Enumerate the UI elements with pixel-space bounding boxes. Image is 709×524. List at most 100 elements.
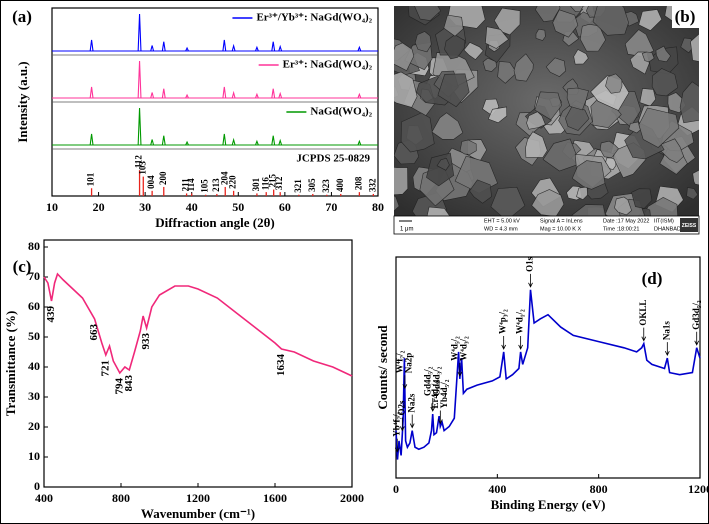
panel-label: (a) (12, 7, 32, 26)
sem-info: Date :17 May 2022 (603, 218, 649, 224)
sem-info: EHT = 5.00 kV (484, 218, 520, 224)
peak-annotation: 663 (88, 324, 100, 341)
hkl-label: 305 (307, 178, 317, 192)
peak-annotation: W⁴d₁/₂ (515, 309, 525, 334)
hkl-label: 400 (335, 178, 345, 192)
grain (431, 112, 464, 140)
sem-info: DHANBAD (654, 226, 681, 232)
grain (531, 189, 565, 216)
y-tick-label: 50 (28, 329, 40, 343)
legend-label: NaGd(WO₄)₂ (310, 106, 372, 118)
y-axis-label: Intensity (a.u.) (15, 61, 30, 142)
peak (89, 133, 94, 146)
x-tick-label: 30 (139, 200, 151, 214)
sem-panel: 1 μm EHT = 5.00 kV WD = 4.3 mm Signal A … (393, 6, 700, 235)
grain (534, 91, 563, 121)
grain (469, 179, 492, 204)
grain (692, 169, 699, 186)
panel-label: (b) (675, 7, 696, 26)
peak (278, 138, 283, 146)
peak-annotation: 1634 (275, 354, 287, 377)
peak (185, 93, 189, 99)
grain (443, 14, 464, 37)
annotation-arrow (518, 335, 523, 350)
peak-annotation: Na2p (403, 353, 413, 374)
grain (573, 49, 589, 65)
peak (150, 139, 155, 146)
grain (400, 112, 435, 153)
hkl-label: 220 (228, 175, 238, 189)
hkl-label: 323 (321, 179, 331, 193)
peak-annotation: 439 (45, 306, 57, 323)
peak-annotation: Gd3d₅/₂ (691, 300, 701, 330)
grain (576, 186, 588, 201)
grain (571, 204, 606, 216)
peak (271, 41, 276, 52)
peak (137, 107, 142, 146)
peak (89, 86, 94, 99)
grain (526, 111, 546, 130)
grain (631, 188, 653, 209)
x-tick-label: 400 (35, 491, 53, 505)
grain (487, 106, 508, 124)
plot-frame (395, 256, 701, 479)
annotation-arrow (437, 410, 443, 425)
hkl-label: 301 (251, 177, 261, 191)
grain (679, 81, 699, 124)
grain (639, 88, 657, 107)
x-tick-label: 1600 (263, 491, 287, 505)
grain (490, 186, 526, 216)
grain (525, 131, 548, 158)
peak (185, 140, 189, 146)
hkl-label: 200 (158, 171, 168, 185)
peak (161, 135, 166, 146)
y-axis-label: Transmittance (%) (3, 311, 18, 417)
peak-annotation: OKLL (638, 300, 648, 326)
peak-annotation: Na1s (661, 321, 671, 340)
x-tick-label: 70 (325, 200, 337, 214)
x-tick-label: 400 (488, 482, 506, 496)
spectrum-line (43, 272, 353, 377)
x-axis-label: Binding Energy (eV) (491, 497, 606, 512)
annotation-arrow (457, 362, 463, 377)
peak (222, 86, 227, 99)
grain (592, 6, 629, 36)
y-tick-label: 20 (28, 419, 40, 433)
x-tick-label: 60 (279, 200, 291, 214)
y-tick-label: 10 (28, 449, 40, 463)
peak (150, 92, 155, 99)
sem-grains (394, 6, 699, 216)
hkl-label: 332 (367, 178, 377, 192)
grain (570, 6, 584, 13)
peak (150, 45, 155, 52)
peak-annotation: O2s (396, 400, 406, 416)
y-axis-label: Counts/ second (375, 325, 390, 410)
x-axis-label: Diffraction angle (2θ) (155, 215, 274, 230)
grain (414, 6, 442, 21)
grain (513, 53, 534, 82)
grain (552, 9, 579, 38)
y-tick-label: 30 (28, 389, 40, 403)
peak-annotation: Yb4d₅/₂ (439, 379, 449, 408)
panel-label: (d) (642, 269, 663, 288)
hkl-label: 208 (353, 176, 363, 190)
grain (628, 121, 641, 134)
peak (278, 44, 283, 52)
peak-annotation: 843 (123, 375, 135, 392)
annotation-arrow (528, 273, 533, 288)
grain (414, 31, 432, 53)
y-tick-label: 70 (28, 269, 40, 283)
peak (357, 139, 362, 146)
x-tick-label: 40 (186, 200, 198, 214)
peak (254, 45, 259, 52)
peak-annotation: Gd4d₅/₂ (422, 366, 432, 396)
peak (137, 13, 142, 52)
annotation-arrow (399, 417, 405, 432)
y-tick-label: 40 (28, 359, 40, 373)
peak (231, 90, 236, 99)
peak-annotation: W⁴d₃/₂ (458, 336, 468, 361)
hkl-label: 112 (134, 155, 144, 169)
x-tick-label: 800 (112, 491, 130, 505)
logo-box (680, 218, 698, 232)
peak-annotation: Yb⁴f₇/₂ (391, 411, 401, 436)
